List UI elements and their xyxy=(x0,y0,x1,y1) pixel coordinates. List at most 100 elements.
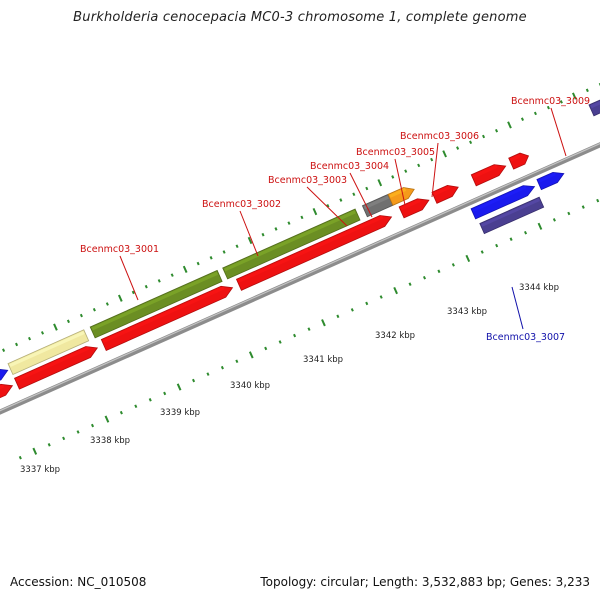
minor-tick xyxy=(336,314,340,319)
cds-forward-2 xyxy=(13,346,99,390)
minor-tick xyxy=(79,313,83,318)
minor-tick xyxy=(326,204,330,208)
backbone-highlight xyxy=(0,142,600,412)
minor-tick xyxy=(170,273,174,277)
major-tick xyxy=(507,121,512,129)
minor-tick xyxy=(105,302,109,306)
gene-label-leader xyxy=(394,158,406,206)
major-tick xyxy=(53,323,58,331)
minor-tick xyxy=(430,157,434,162)
genome-backbone xyxy=(0,142,600,415)
inner-tick-track xyxy=(18,198,600,460)
scale-labels: 3337 kbp 3338 kbp 3339 kbp 3340 kbp 3341 kbp… xyxy=(20,283,559,475)
minor-tick xyxy=(437,269,441,274)
gene-forward-1 xyxy=(470,185,536,220)
major-tick xyxy=(248,351,254,359)
minor-tick xyxy=(480,250,484,254)
minor-tick xyxy=(47,443,51,447)
minor-tick xyxy=(552,218,556,222)
minor-tick xyxy=(456,146,460,150)
minor-tick xyxy=(422,275,427,280)
minor-tick xyxy=(567,211,571,216)
scale-tick-label: 3338 kbp xyxy=(90,436,130,446)
minor-tick xyxy=(27,336,32,341)
scale-tick-label: 3339 kbp xyxy=(160,408,200,418)
minor-tick xyxy=(469,140,473,145)
scale-tick-label: 3344 kbp xyxy=(519,283,559,293)
green-feature-2 xyxy=(222,208,361,280)
topology-text: Topology: circular; Length: 3,532,883 bp… xyxy=(260,575,590,589)
minor-tick xyxy=(76,430,80,434)
minor-tick xyxy=(365,186,369,191)
cds-forward-4 xyxy=(235,215,393,291)
minor-tick xyxy=(134,404,138,409)
gene-label: Bcenmc03_3003 xyxy=(268,175,347,186)
outer-tick-track xyxy=(2,83,600,352)
small-reverse-gene xyxy=(588,99,600,117)
gene-label: Bcenmc03_3006 xyxy=(400,131,479,142)
pale-feature xyxy=(7,329,90,376)
major-tick xyxy=(465,254,471,263)
scale-tick-label: 3343 kbp xyxy=(447,307,487,317)
scale-tick-label: 3340 kbp xyxy=(230,381,270,391)
minor-tick xyxy=(131,290,135,295)
gene-label-leader xyxy=(511,286,524,330)
minor-tick xyxy=(391,175,395,179)
minor-tick xyxy=(559,100,563,104)
major-tick xyxy=(182,265,188,273)
minor-tick xyxy=(287,221,291,225)
minor-tick xyxy=(300,215,304,220)
minor-tick xyxy=(339,198,343,202)
minor-tick xyxy=(350,308,354,312)
map-title: Burkholderia cenocepacia MC0-3 chromosom… xyxy=(73,10,527,25)
major-tick xyxy=(247,236,253,245)
minor-tick xyxy=(196,261,200,266)
minor-tick xyxy=(451,263,455,267)
minor-tick xyxy=(408,282,412,286)
minor-tick xyxy=(92,307,96,312)
cds-forward-6 xyxy=(431,184,459,204)
minor-tick xyxy=(520,117,524,121)
major-tick xyxy=(176,383,182,391)
gene-label: Bcenmc03_3001 xyxy=(80,244,159,255)
gene-label: Bcenmc03_3009 xyxy=(511,96,590,107)
minor-tick xyxy=(546,105,550,110)
gene-label-leader xyxy=(550,107,567,157)
gene-reverse-3007 xyxy=(479,196,545,235)
major-tick xyxy=(572,92,577,100)
minor-tick xyxy=(352,192,356,197)
minor-tick xyxy=(220,365,224,370)
gene-label: Bcenmc03_3007 xyxy=(486,332,565,343)
minor-tick xyxy=(494,128,499,133)
minor-tick xyxy=(581,205,585,209)
minor-tick xyxy=(66,319,70,324)
minor-tick xyxy=(192,378,196,383)
minor-tick xyxy=(261,232,265,237)
feature-track xyxy=(0,99,600,399)
minor-tick xyxy=(90,423,95,428)
minor-tick xyxy=(482,134,486,139)
gene-label-leader xyxy=(349,172,373,218)
gene-label: Bcenmc03_3002 xyxy=(202,199,281,210)
green-feature-1 xyxy=(89,269,223,339)
gene-forward-2 xyxy=(536,171,565,191)
major-tick xyxy=(312,207,318,216)
cds-forward-3 xyxy=(100,285,234,352)
minor-tick xyxy=(157,279,161,283)
minor-tick xyxy=(274,227,278,231)
major-tick xyxy=(377,179,383,187)
minor-tick xyxy=(417,163,421,168)
scale-tick-label: 3342 kbp xyxy=(375,331,415,341)
gene-label-leader xyxy=(239,210,259,257)
minor-tick xyxy=(144,284,148,289)
gene-labels: Bcenmc03_3001 Bcenmc03_3002 Bcenmc03_3003 B… xyxy=(80,96,590,343)
cds-forward-7 xyxy=(470,164,507,187)
minor-tick xyxy=(209,256,213,260)
minor-tick xyxy=(509,237,513,241)
gene-label: Bcenmc03_3005 xyxy=(356,147,435,158)
scale-tick-label: 3337 kbp xyxy=(20,465,60,475)
minor-tick xyxy=(40,331,45,335)
minor-tick xyxy=(379,295,383,299)
minor-tick xyxy=(235,359,239,364)
